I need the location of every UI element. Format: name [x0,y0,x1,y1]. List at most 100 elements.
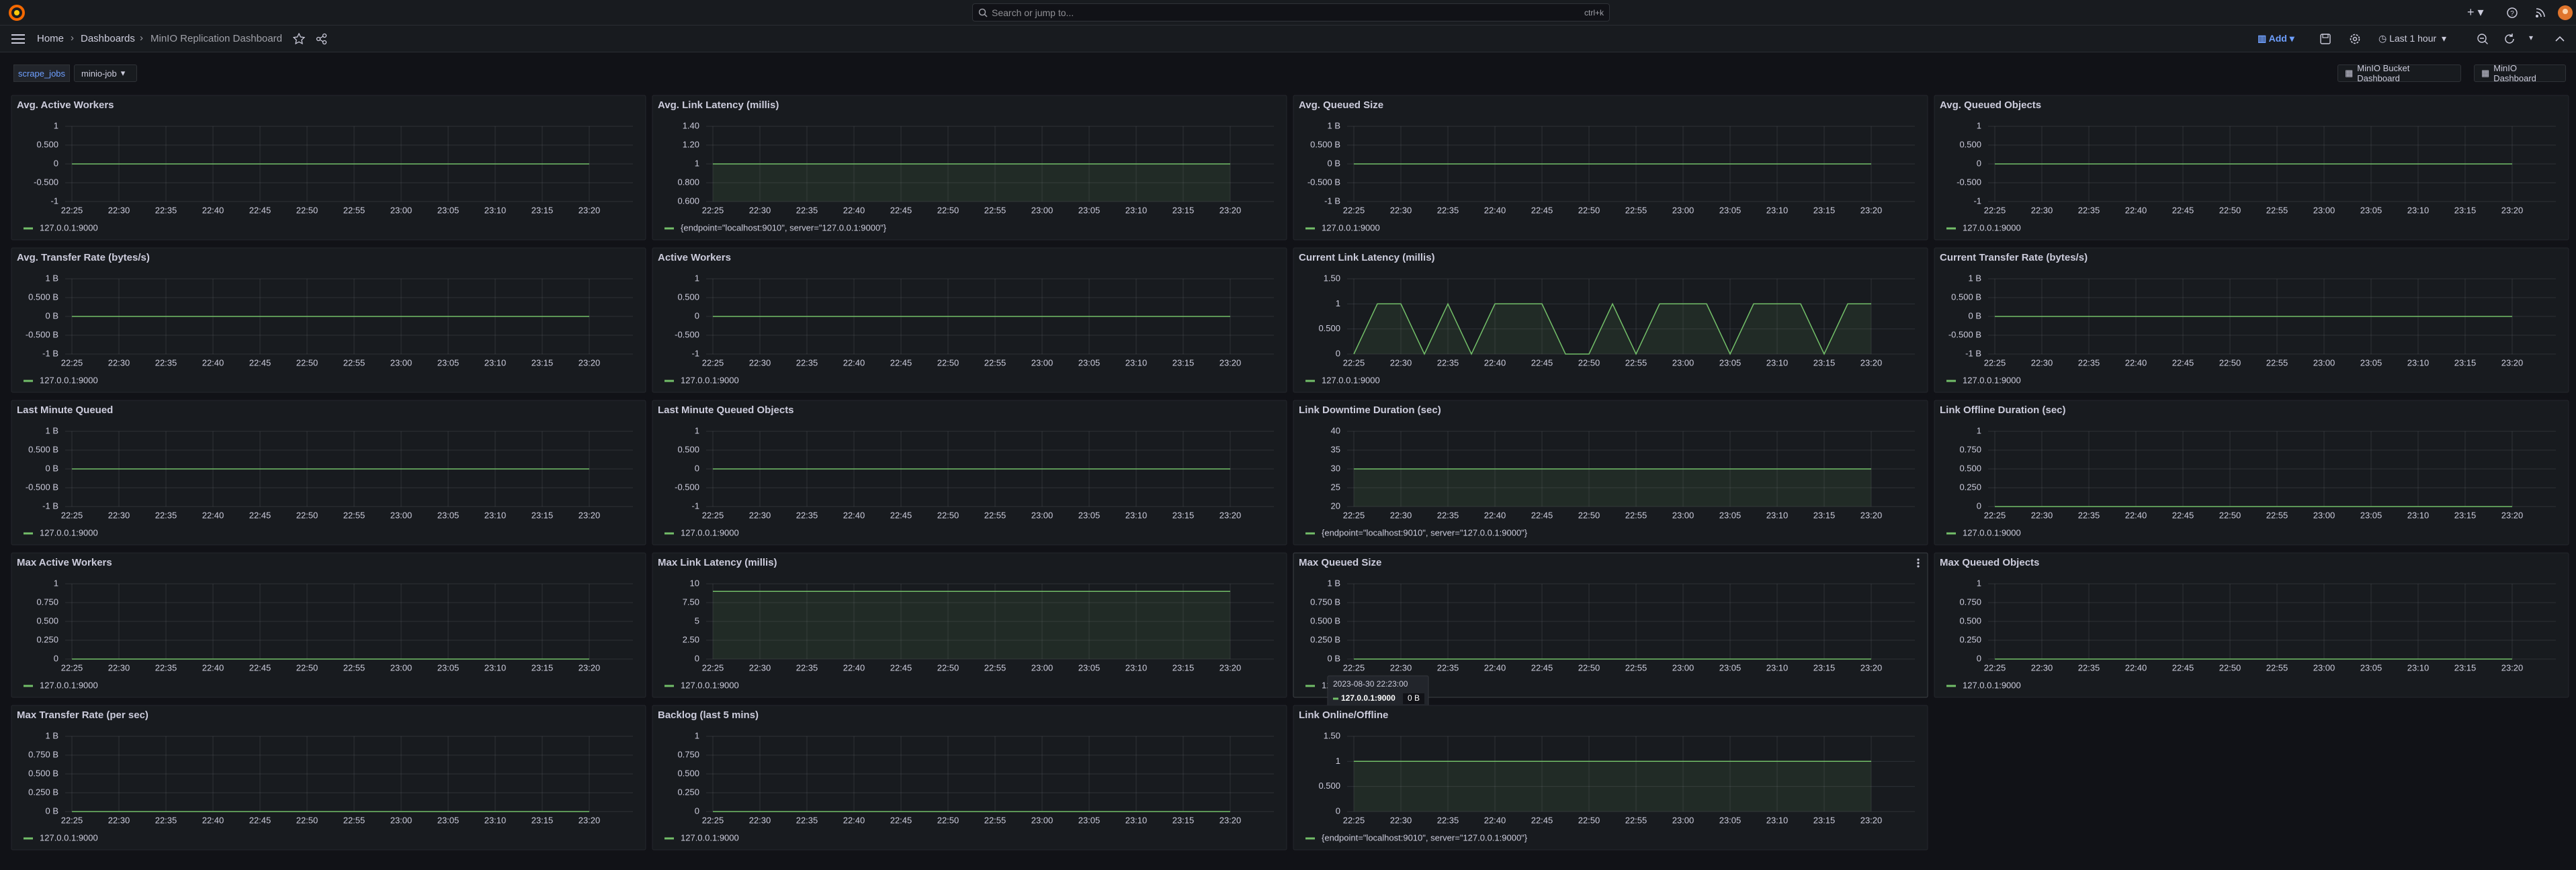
help-icon[interactable]: ? [2506,7,2518,19]
breadcrumb-current: MinIO Replication Dashboard [151,33,282,44]
y-tick-label: 1 [1977,120,1981,130]
add-button[interactable]: ▥ Add ▾ [2258,33,2294,44]
x-tick-label: 22:55 [984,205,1006,215]
panel: Avg. Link Latency (millis)0.6000.80011.2… [652,95,1287,240]
y-tick-label: 0.500 B [28,292,58,302]
x-tick-label: 22:30 [1390,662,1412,672]
x-tick-label: 22:40 [202,510,224,520]
x-tick-label: 23:10 [1125,510,1148,520]
x-tick-label: 22:35 [1437,662,1459,672]
x-tick-label: 22:50 [2219,510,2241,520]
y-tick-label: 0.750 [677,749,699,759]
legend-label: {endpoint="localhost:9010", server="127.… [1322,832,1528,842]
panel-background [1293,705,1928,850]
x-tick-label: 22:40 [1484,662,1506,672]
search-shortcut: ctrl+k [1584,8,1604,17]
legend-label: 127.0.0.1:9000 [1963,375,2021,385]
breadcrumb-link[interactable]: Dashboards [81,33,135,44]
save-button[interactable] [2319,33,2331,45]
panel-title: Link Offline Duration (sec) [1940,404,2066,416]
x-tick-label: 22:25 [1984,510,2006,520]
dashboard-link[interactable]: ▦MinIO Bucket Dashboard [2337,64,2461,82]
x-tick-label: 23:05 [1719,205,1742,215]
y-tick-label: 1 [54,578,58,588]
search-box[interactable]: Search or jump to... ctrl+k [972,3,1610,21]
x-tick-label: 23:20 [1860,205,1883,215]
x-tick-label: 23:20 [578,510,601,520]
x-tick-label: 22:30 [749,662,771,672]
x-tick-label: 23:05 [1719,510,1742,520]
zoom-out-button[interactable] [2477,33,2489,45]
panel-background [1293,553,1928,697]
y-tick-label: -0.500 B [1948,329,1981,339]
panel-title: Avg. Active Workers [17,99,114,111]
x-tick-label: 23:20 [1219,662,1242,672]
panel-background [1934,400,2569,545]
time-picker[interactable]: ◷ Last 1 hour ▾ [2378,33,2446,44]
panel-background [11,400,646,545]
x-tick-label: 22:40 [2125,662,2147,672]
x-tick-label: 23:00 [390,662,413,672]
panel-background [11,248,646,392]
y-tick-label: -1 [691,501,699,511]
panel-title: Max Queued Size [1299,557,1381,568]
x-tick-label: 22:55 [984,815,1006,825]
legend-label: 127.0.0.1:9000 [681,375,739,385]
panel: Max Transfer Rate (per sec)0 B0.250 B0.5… [11,705,646,850]
series-line [1354,304,1871,354]
legend-label: 127.0.0.1:9000 [40,832,98,842]
share-button[interactable] [316,33,328,45]
refresh-button[interactable] [2503,33,2516,45]
settings-button[interactable] [2349,33,2361,45]
panel-background [652,248,1287,392]
x-tick-label: 23:20 [1219,205,1242,215]
y-tick-label: 0 [1977,501,1981,511]
y-tick-label: -1 [50,195,58,206]
x-tick-label: 23:15 [1813,357,1836,367]
x-tick-label: 23:10 [2407,205,2430,215]
x-tick-label: 23:15 [2454,662,2477,672]
y-tick-label: 2.50 [683,634,699,644]
x-tick-label: 22:25 [1343,662,1365,672]
variable-select[interactable]: minio-job▾ [74,64,137,82]
breadcrumb-link[interactable]: Home [37,33,64,44]
user-avatar[interactable] [2557,5,2573,21]
dashboard-link[interactable]: ▦MinIO Dashboard [2474,64,2566,82]
x-tick-label: 22:50 [937,662,959,672]
x-tick-label: 22:40 [202,205,224,215]
grafana-logo[interactable] [8,4,26,21]
y-tick-label: 0.500 [677,444,699,454]
x-tick-label: 22:25 [1343,357,1365,367]
panel-background [652,95,1287,240]
y-tick-label: 1 B [1327,578,1340,588]
y-tick-label: 0.600 [677,195,699,206]
panel-background [1293,400,1928,545]
menu-toggle[interactable] [11,34,26,44]
star-button[interactable] [293,33,305,45]
y-tick-label: 0.500 B [1310,615,1340,625]
x-tick-label: 23:00 [1672,662,1694,672]
breadcrumb-bar: Home › Dashboards › MinIO Replication Da… [0,26,2576,52]
y-tick-label: 0.500 B [1951,292,1981,302]
x-tick-label: 22:25 [702,815,724,825]
x-tick-label: 22:40 [2125,357,2147,367]
x-tick-label: 22:35 [796,510,818,520]
x-tick-label: 22:55 [1625,205,1647,215]
new-button[interactable]: + ▾ [2467,5,2484,19]
x-tick-label: 23:00 [1672,357,1694,367]
panel-background [11,705,646,850]
x-tick-label: 23:20 [2501,662,2524,672]
refresh-picker[interactable]: ▾ [2529,33,2533,42]
panel-title: Avg. Queued Size [1299,99,1383,111]
x-tick-label: 22:25 [1984,205,2006,215]
x-tick-label: 22:50 [296,357,318,367]
panel: Last Minute Queued-1 B-0.500 B0 B0.500 B… [11,400,646,545]
y-tick-label: 0.250 B [28,787,58,797]
collapse-button[interactable] [2554,34,2565,44]
news-icon[interactable] [2534,7,2546,19]
y-tick-label: -0.500 [34,177,58,187]
x-tick-label: 22:40 [2125,510,2147,520]
x-tick-label: 23:00 [1031,205,1054,215]
x-tick-label: 22:45 [2172,357,2194,367]
